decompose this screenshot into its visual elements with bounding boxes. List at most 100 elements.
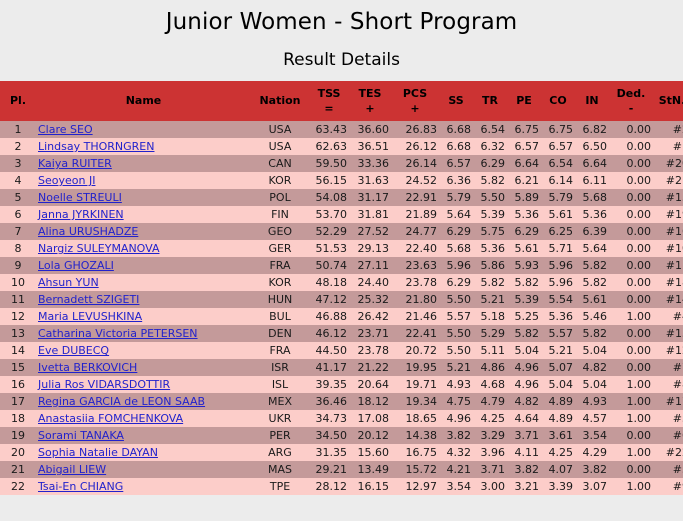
cell-co: 6.14 [541,172,575,189]
cell-tes: 20.64 [349,376,391,393]
cell-tss: 47.12 [309,291,349,308]
table-row: 14 Eve DUBECQ FRA 44.50 23.78 20.72 5.50 5.11 5.… [0,342,683,359]
cell-nat: FIN [251,206,309,223]
cell-pl: 1 [0,121,36,138]
page-header: Junior Women - Short Program Result Deta… [0,0,683,72]
cell-tes: 25.32 [349,291,391,308]
cell-in: 6.39 [575,223,609,240]
skater-name-cell: Abigail LIEW [36,461,251,478]
cell-ss: 6.29 [439,223,473,240]
skater-name-link[interactable]: Lola GHOZALI [38,259,114,272]
cell-pl: 8 [0,240,36,257]
skater-name-link[interactable]: Sophia Natalie DAYAN [38,446,158,459]
cell-in: 6.82 [575,121,609,138]
cell-pe: 5.82 [507,274,541,291]
cell-co: 4.07 [541,461,575,478]
cell-in: 4.57 [575,410,609,427]
cell-ded: 0.00 [609,291,653,308]
skater-name-cell: Lindsay THORNGREN [36,138,251,155]
cell-stn: #19 [653,206,683,223]
cell-in: 5.04 [575,376,609,393]
skater-name-link[interactable]: Seoyeon JI [38,174,96,187]
cell-tss: 34.50 [309,427,349,444]
cell-ded: 0.00 [609,461,653,478]
cell-nat: CAN [251,155,309,172]
skater-name-link[interactable]: Lindsay THORNGREN [38,140,155,153]
cell-pe: 3.82 [507,461,541,478]
cell-pcs: 12.97 [391,478,439,495]
cell-pcs: 23.78 [391,274,439,291]
cell-co: 6.54 [541,155,575,172]
cell-pcs: 15.72 [391,461,439,478]
cell-pcs: 24.77 [391,223,439,240]
skater-name-cell: Lola GHOZALI [36,257,251,274]
cell-tss: 52.29 [309,223,349,240]
column-header-pe: PE [507,81,541,121]
cell-pcs: 20.72 [391,342,439,359]
skater-name-link[interactable]: Julia Ros VIDARSDOTTIR [38,378,171,391]
column-header-nat: Nation [251,81,309,121]
column-header-label: TES [358,86,382,100]
cell-ss: 4.75 [439,393,473,410]
cell-co: 5.61 [541,206,575,223]
cell-nat: MAS [251,461,309,478]
skater-name-link[interactable]: Janna JYRKINEN [38,208,124,221]
cell-ded: 1.00 [609,478,653,495]
skater-name-link[interactable]: Catharina Victoria PETERSEN [38,327,198,340]
cell-co: 4.89 [541,410,575,427]
skater-name-link[interactable]: Sorami TANAKA [38,429,124,442]
cell-tr: 5.29 [473,325,507,342]
results-table-body: 1 Clare SEO USA 63.43 36.60 26.83 6.68 6.54 6.75… [0,121,683,495]
skater-name-link[interactable]: Noelle STREULI [38,191,122,204]
cell-nat: GEO [251,223,309,240]
cell-pl: 5 [0,189,36,206]
cell-pcs: 19.34 [391,393,439,410]
cell-tr: 3.71 [473,461,507,478]
cell-tr: 5.36 [473,240,507,257]
skater-name-link[interactable]: Ahsun YUN [38,276,99,289]
table-row: 6 Janna JYRKINEN FIN 53.70 31.81 21.89 5.64 5.3… [0,206,683,223]
cell-ss: 6.68 [439,138,473,155]
skater-name-link[interactable]: Abigail LIEW [38,463,107,476]
cell-stn: #10 [653,240,683,257]
skater-name-link[interactable]: Ivetta BERKOVICH [38,361,138,374]
cell-stn: #18 [653,274,683,291]
cell-tr: 6.32 [473,138,507,155]
skater-name-link[interactable]: Kaiya RUITER [38,157,112,170]
skater-name-link[interactable]: Anastasiia FOMCHENKOVA [38,412,184,425]
cell-tr: 5.50 [473,189,507,206]
cell-tes: 21.22 [349,359,391,376]
cell-tes: 17.08 [349,410,391,427]
skater-name-link[interactable]: Regina GARCIA de LEON SAAB [38,395,206,408]
cell-tes: 13.49 [349,461,391,478]
results-table: Pl. Name Nation TSS = TES + PCS + SS TR PE CO IN Ded. -… [0,81,683,495]
skater-name-link[interactable]: Bernadett SZIGETI [38,293,140,306]
cell-tss: 56.15 [309,172,349,189]
cell-nat: FRA [251,342,309,359]
column-header-operator: - [628,101,634,115]
cell-pe: 5.39 [507,291,541,308]
cell-in: 3.07 [575,478,609,495]
cell-pe: 5.04 [507,342,541,359]
cell-tss: 51.53 [309,240,349,257]
skater-name-link[interactable]: Maria LEVUSHKINA [38,310,143,323]
skater-name-link[interactable]: Tsai-En CHIANG [38,480,124,493]
column-header-label: Nation [259,94,301,107]
cell-ss: 5.64 [439,206,473,223]
table-row: 3 Kaiya RUITER CAN 59.50 33.36 26.14 6.57 6.29 6… [0,155,683,172]
skater-name-cell: Maria LEVUSHKINA [36,308,251,325]
cell-tes: 27.52 [349,223,391,240]
cell-stn: #2 [653,121,683,138]
skater-name-link[interactable]: Clare SEO [38,123,93,136]
cell-tr: 6.54 [473,121,507,138]
skater-name-link[interactable]: Nargiz SULEYMANOVA [38,242,160,255]
cell-ded: 0.00 [609,359,653,376]
skater-name-link[interactable]: Eve DUBECQ [38,344,110,357]
cell-tes: 16.15 [349,478,391,495]
cell-tes: 29.13 [349,240,391,257]
column-header-label: PE [516,94,532,107]
cell-nat: USA [251,138,309,155]
skater-name-link[interactable]: Alina URUSHADZE [38,225,139,238]
cell-stn: #4 [653,308,683,325]
skater-name-cell: Kaiya RUITER [36,155,251,172]
